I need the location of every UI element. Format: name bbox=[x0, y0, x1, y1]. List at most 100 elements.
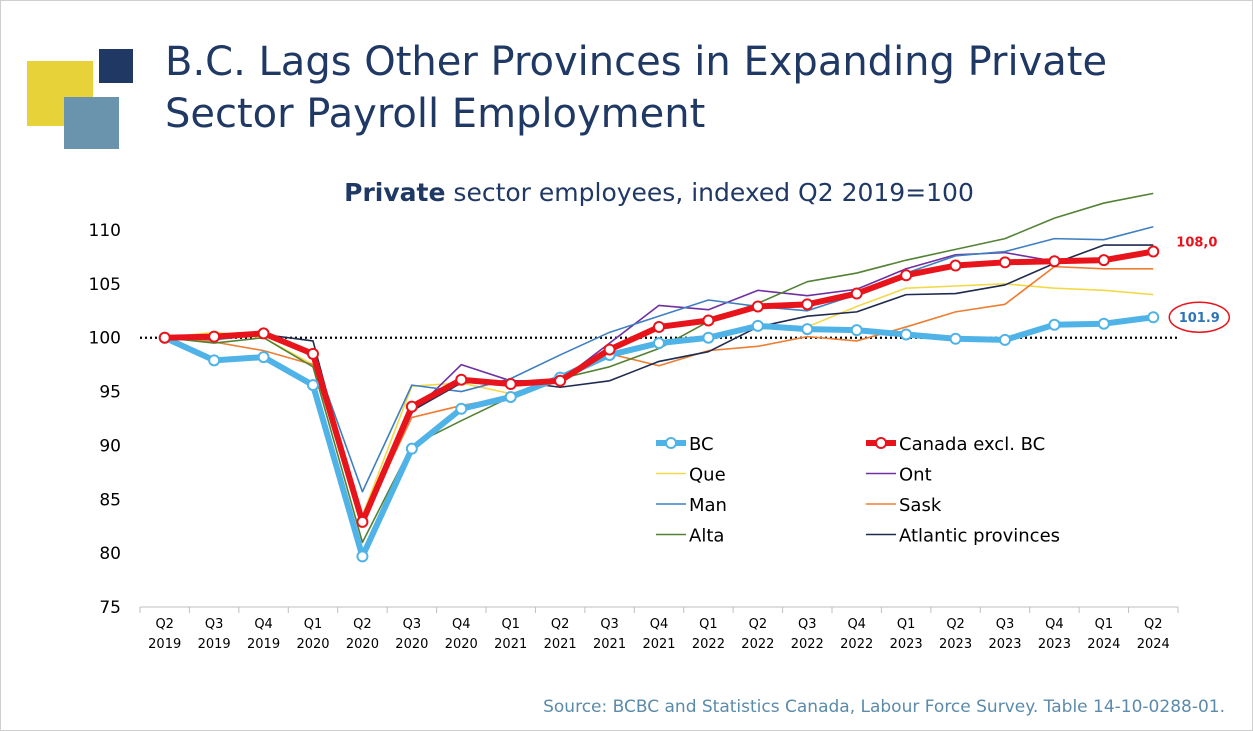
x-tick-label: 2020 bbox=[395, 637, 428, 652]
data-point bbox=[999, 256, 1011, 269]
data-point bbox=[257, 351, 270, 364]
y-tick-label: 100 bbox=[89, 329, 121, 349]
data-point bbox=[504, 390, 517, 403]
x-tick-label: 2023 bbox=[939, 637, 972, 652]
data-point bbox=[702, 331, 715, 344]
x-tick-label: 2021 bbox=[642, 637, 675, 652]
data-point bbox=[900, 328, 913, 341]
y-tick-label: 105 bbox=[89, 275, 121, 295]
data-point bbox=[208, 330, 221, 343]
x-tick-label: Q3 bbox=[600, 617, 619, 632]
x-tick-label: 2023 bbox=[1038, 637, 1071, 652]
data-point bbox=[405, 400, 418, 413]
y-tick-label: 90 bbox=[99, 436, 121, 456]
legend-label: Ont bbox=[899, 465, 932, 486]
x-tick-label: 2022 bbox=[741, 637, 774, 652]
x-tick-label: 2021 bbox=[544, 637, 577, 652]
y-tick-label: 95 bbox=[99, 383, 121, 403]
x-tick-label: 2021 bbox=[593, 637, 626, 652]
x-tick-label: Q3 bbox=[205, 617, 224, 632]
data-point bbox=[504, 378, 517, 391]
x-tick-label: 2024 bbox=[1137, 637, 1170, 652]
x-tick-label: Q2 bbox=[551, 617, 570, 632]
x-tick-label: 2023 bbox=[890, 637, 923, 652]
x-tick-label: Q2 bbox=[946, 617, 965, 632]
x-tick-label: Q1 bbox=[501, 617, 520, 632]
data-point bbox=[801, 298, 814, 311]
x-tick-label: Q1 bbox=[897, 617, 916, 632]
data-point bbox=[801, 323, 814, 336]
legend-label: Canada excl. BC bbox=[899, 434, 1045, 455]
data-point bbox=[751, 300, 764, 313]
x-tick-label: 2020 bbox=[346, 637, 379, 652]
x-tick-label: Q2 bbox=[155, 617, 174, 632]
deco-square bbox=[64, 97, 119, 149]
x-tick-label: Q2 bbox=[749, 617, 768, 632]
data-point bbox=[356, 515, 369, 528]
data-point bbox=[850, 324, 863, 337]
x-tick-label: Q3 bbox=[996, 617, 1015, 632]
x-tick-label: Q1 bbox=[1095, 617, 1114, 632]
legend-marker bbox=[665, 437, 677, 449]
chart-title-rest: sector employees, indexed Q2 2019=100 bbox=[453, 178, 973, 207]
data-point bbox=[405, 442, 418, 455]
data-point bbox=[1048, 318, 1061, 331]
data-point bbox=[900, 269, 913, 282]
x-tick-label: 2019 bbox=[247, 637, 280, 652]
x-tick-label: Q2 bbox=[353, 617, 372, 632]
x-tick-label: 2021 bbox=[494, 637, 527, 652]
data-point bbox=[653, 320, 665, 333]
data-point bbox=[1048, 255, 1061, 268]
x-tick-label: 2023 bbox=[988, 637, 1021, 652]
data-point bbox=[653, 337, 665, 350]
x-tick-label: 2020 bbox=[296, 637, 329, 652]
y-tick-label: 110 bbox=[89, 221, 121, 241]
data-point bbox=[1147, 245, 1160, 258]
legend-label: BC bbox=[689, 434, 714, 455]
data-point bbox=[455, 402, 468, 415]
x-tick-label: 2022 bbox=[692, 637, 725, 652]
label-ellipse bbox=[1168, 301, 1231, 333]
series-line bbox=[164, 192, 1154, 544]
series-line bbox=[164, 283, 1154, 517]
x-tick-label: 2019 bbox=[198, 637, 231, 652]
data-point bbox=[208, 354, 221, 367]
legend-label: Que bbox=[689, 465, 726, 486]
data-point bbox=[1097, 254, 1110, 267]
data-point bbox=[554, 374, 567, 387]
data-point bbox=[356, 550, 369, 563]
data-point bbox=[850, 287, 863, 300]
x-tick-label: Q4 bbox=[254, 617, 273, 632]
x-tick-label: Q1 bbox=[699, 617, 718, 632]
legend-label: Alta bbox=[689, 526, 724, 547]
data-point bbox=[751, 319, 764, 332]
y-tick-label: 75 bbox=[99, 598, 121, 618]
x-tick-label: 2022 bbox=[791, 637, 824, 652]
data-point bbox=[455, 373, 468, 386]
x-tick-label: Q4 bbox=[847, 617, 866, 632]
source-note: Source: BCBC and Statistics Canada, Labo… bbox=[543, 697, 1225, 717]
chart-title: Private sector employees, indexed Q2 2019… bbox=[344, 178, 974, 207]
data-label: 108,0 bbox=[1176, 236, 1217, 251]
data-point bbox=[949, 332, 962, 345]
legend-label: Sask bbox=[899, 495, 942, 516]
legend-label: Atlantic provinces bbox=[899, 526, 1060, 547]
chart-title-bold: Private bbox=[344, 178, 445, 207]
data-point bbox=[949, 259, 962, 272]
x-tick-label: Q1 bbox=[304, 617, 323, 632]
slide-title: Sector Payroll Employment bbox=[165, 91, 705, 137]
x-tick-label: Q2 bbox=[1144, 617, 1163, 632]
y-tick-label: 80 bbox=[99, 544, 121, 564]
x-tick-label: 2024 bbox=[1087, 637, 1120, 652]
legend-marker bbox=[875, 437, 887, 449]
data-point bbox=[158, 331, 171, 344]
x-tick-label: 2022 bbox=[840, 637, 873, 652]
x-tick-label: Q3 bbox=[403, 617, 422, 632]
x-tick-label: Q4 bbox=[650, 617, 669, 632]
y-tick-label: 85 bbox=[99, 490, 121, 510]
data-point bbox=[1147, 311, 1160, 324]
x-tick-label: Q3 bbox=[798, 617, 817, 632]
data-point bbox=[307, 347, 319, 360]
